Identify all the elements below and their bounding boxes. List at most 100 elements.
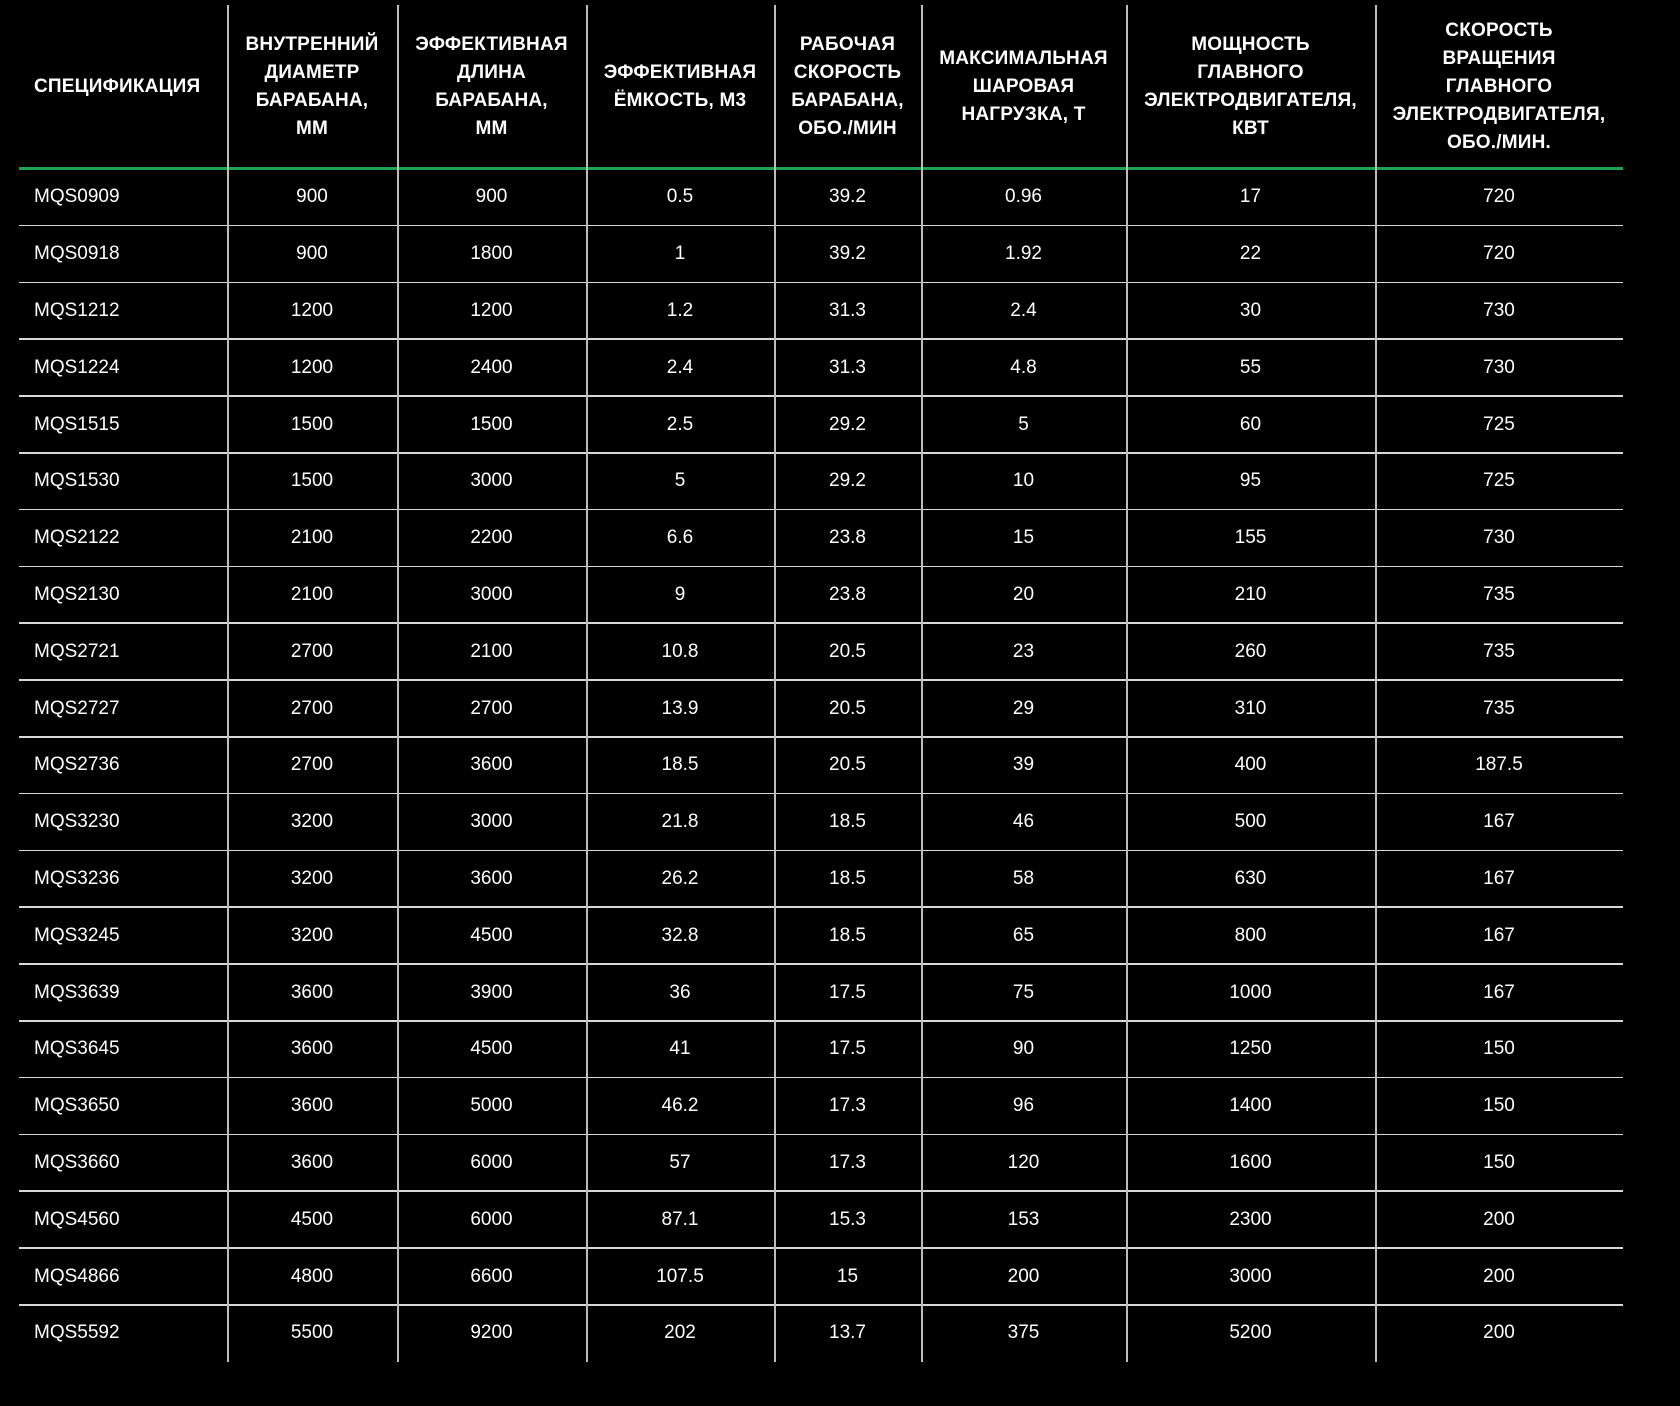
row-divider — [19, 224, 1623, 227]
cell-text: 3200 — [290, 924, 334, 946]
cell-text: 3000 — [470, 583, 513, 605]
header-text: ЭФФЕКТИВНАЯ — [415, 34, 568, 55]
table-cell: 730 — [1375, 339, 1623, 396]
table-cell: MQS1224 — [19, 339, 227, 396]
table-cell: MQS3639 — [19, 964, 227, 1021]
cell-text: 5200 — [1229, 1322, 1272, 1344]
header-text: БАРАБАНА, — [791, 90, 904, 111]
header-text: КВТ — [1232, 118, 1269, 139]
table-cell: 2100 — [227, 567, 397, 624]
table-cell: 36 — [586, 964, 774, 1021]
header-text: БАРАБАНА, — [255, 90, 369, 111]
header-text: БАРАБАНА, — [435, 90, 548, 111]
cell-text: 2700 — [290, 754, 334, 776]
cell-text: 6600 — [470, 1265, 513, 1287]
header-text: РАБОЧАЯ — [799, 34, 896, 55]
cell-text: 2700 — [290, 697, 334, 719]
cell-text: 202 — [664, 1322, 696, 1344]
table-cell: 20.5 — [774, 680, 921, 737]
row-divider — [19, 452, 1623, 454]
cell-text: 18.5 — [829, 811, 866, 833]
table-cell: 500 — [1126, 794, 1375, 851]
table-cell: 4800 — [227, 1248, 397, 1305]
table-cell: 46 — [921, 794, 1126, 851]
table-cell: 1.2 — [586, 283, 774, 340]
cell-text: 167 — [1483, 924, 1515, 946]
header-text: ГЛАВНОГО — [1445, 76, 1553, 97]
table-cell: 400 — [1126, 737, 1375, 794]
table-cell: 725 — [1375, 396, 1623, 453]
header-cell: РАБОЧАЯ СКОРОСТЬ БАРАБАНА, ОБО./МИН — [774, 5, 921, 169]
cell-text: 1.92 — [1005, 243, 1042, 265]
header-text: СПЕЦИФИКАЦИЯ — [34, 76, 201, 97]
table-cell: 2700 — [227, 623, 397, 680]
cell-text: 46 — [1012, 811, 1035, 833]
table-cell: 310 — [1126, 680, 1375, 737]
cell-text: 17.3 — [829, 1151, 866, 1173]
row-divider — [19, 679, 1623, 681]
table-cell: MQS1515 — [19, 396, 227, 453]
cell-text: 96 — [1012, 1095, 1035, 1117]
cell-text: 1.2 — [666, 299, 694, 321]
cell-text: 107.5 — [656, 1265, 704, 1287]
table-cell: 17 — [1126, 169, 1375, 226]
cell-text: MQS2122 — [34, 527, 120, 549]
table-cell: 31.3 — [774, 283, 921, 340]
cell-text: 210 — [1234, 583, 1267, 605]
table-cell: 3600 — [227, 1135, 397, 1192]
table-cell: 200 — [1375, 1305, 1623, 1362]
table-cell: 200 — [1375, 1191, 1623, 1248]
table-cell: 2300 — [1126, 1191, 1375, 1248]
table-cell: 23.8 — [774, 510, 921, 567]
table-cell: 1200 — [397, 283, 586, 340]
table-cell: 46.2 — [586, 1078, 774, 1135]
header-text: ЭФФЕКТИВНАЯ — [603, 62, 757, 83]
cell-text: 75 — [1012, 981, 1035, 1003]
header-text: ШАРОВАЯ — [972, 76, 1075, 97]
cell-text: MQS1530 — [34, 470, 120, 492]
table-cell: 3000 — [397, 453, 586, 510]
cell-text: 9200 — [470, 1322, 513, 1344]
header-text: ММ — [295, 118, 329, 139]
table-cell: 9 — [586, 567, 774, 624]
cell-text: 900 — [475, 186, 508, 208]
cell-text: 13.9 — [661, 697, 699, 719]
table-cell: MQS4560 — [19, 1191, 227, 1248]
cell-text: 65 — [1012, 924, 1035, 946]
cell-text: 730 — [1483, 356, 1515, 378]
cell-text: MQS1515 — [34, 413, 120, 435]
row-divider — [19, 508, 1623, 511]
header-divider — [19, 167, 1623, 170]
table-cell: 2200 — [397, 510, 586, 567]
table-cell: 20.5 — [774, 737, 921, 794]
cell-text: 2700 — [290, 640, 334, 662]
cell-text: 150 — [1483, 1151, 1515, 1173]
table-cell: 18.5 — [774, 794, 921, 851]
cell-text: 0.96 — [1005, 186, 1042, 208]
table-cell: 65 — [921, 907, 1126, 964]
cell-text: 29.2 — [829, 413, 866, 435]
table-cell: 41 — [586, 1021, 774, 1078]
cell-text: 41 — [669, 1038, 691, 1060]
cell-text: 2400 — [470, 356, 513, 378]
cell-text: 5 — [1018, 413, 1029, 435]
table-cell: 22 — [1126, 226, 1375, 283]
cell-text: 3000 — [1229, 1265, 1272, 1287]
header-cell: МОЩНОСТЬ ГЛАВНОГО ЭЛЕКТРОДВИГАТЕЛЯ, КВТ — [1126, 5, 1375, 169]
cell-text: MQS4560 — [34, 1208, 120, 1230]
table-cell: 2700 — [227, 737, 397, 794]
table-cell: MQS3650 — [19, 1078, 227, 1135]
table-cell: 4500 — [397, 1021, 586, 1078]
cell-text: 21.8 — [661, 811, 699, 833]
cell-text: 5500 — [290, 1322, 334, 1344]
table-cell: 3600 — [227, 964, 397, 1021]
cell-text: 3200 — [290, 811, 334, 833]
cell-text: 4500 — [470, 924, 513, 946]
table-cell: 900 — [227, 226, 397, 283]
table-cell: 4500 — [227, 1191, 397, 1248]
header-cell: ЭФФЕКТИВНАЯ ДЛИНА БАРАБАНА, ММ — [397, 5, 586, 169]
column-divider — [397, 5, 399, 1362]
table-cell: 18.5 — [774, 851, 921, 908]
header-text: ВНУТРЕННИЙ — [245, 34, 379, 55]
table-cell: 29 — [921, 680, 1126, 737]
